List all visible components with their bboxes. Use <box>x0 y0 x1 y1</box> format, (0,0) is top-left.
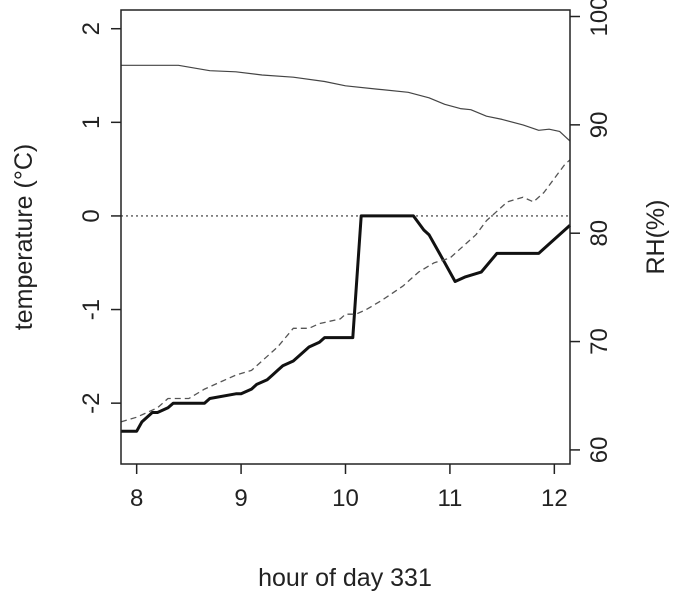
y-tick-label-0: 0 <box>78 209 105 222</box>
y2-axis-title: RH(%) <box>642 200 670 275</box>
y-tick-label-1: 1 <box>78 116 105 129</box>
series-layer <box>120 64 572 433</box>
plot-frame <box>120 9 571 465</box>
x-tick-label-11: 11 <box>437 485 462 512</box>
series-1-line <box>121 214 572 433</box>
y2-tick-label-100: 100 <box>586 0 613 37</box>
y-tick-label-2: 2 <box>78 22 105 35</box>
y2-tick-label-90: 90 <box>586 112 613 139</box>
series-2-line <box>120 159 571 423</box>
y-tick-label--2: -2 <box>78 392 105 413</box>
x-tick-label-8: 8 <box>130 485 143 512</box>
x-tick-label-9: 9 <box>234 485 247 512</box>
y-axis-title: temperature (°C) <box>10 144 38 330</box>
series-3-line <box>121 64 571 142</box>
y2-tick-label-60: 60 <box>586 437 613 464</box>
x-tick-label-10: 10 <box>332 485 359 512</box>
x-tick-label-12: 12 <box>541 485 568 512</box>
x-axis-title: hour of day 331 <box>258 564 432 592</box>
y2-tick-label-70: 70 <box>586 328 613 355</box>
y-tick-label--1: -1 <box>78 299 105 320</box>
y2-tick-label-80: 80 <box>586 220 613 247</box>
